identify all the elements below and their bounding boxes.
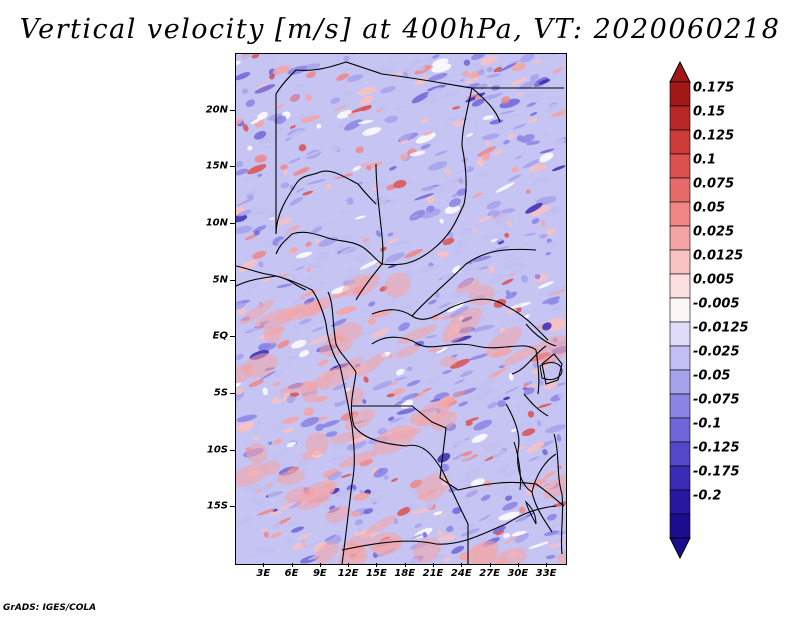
lat-tick-label: 15S <box>206 500 228 512</box>
map-panel <box>235 53 567 565</box>
lat-tick-label: 10S <box>206 444 228 456</box>
lat-tick <box>230 506 235 508</box>
lat-tick <box>230 109 235 111</box>
lon-tick <box>433 563 434 567</box>
lon-tick-label: 24E <box>450 568 472 579</box>
coastline <box>236 265 355 564</box>
lon-tick-label: 6E <box>284 568 299 579</box>
colorbar-level-label: 0.05 <box>693 200 726 216</box>
lon-tick-label: 27E <box>479 568 500 579</box>
lon-tick-label: 12E <box>337 568 359 579</box>
lat-tick <box>230 449 235 451</box>
lon-tick <box>291 563 293 567</box>
colorbar-top-arrow <box>669 60 691 83</box>
colorbar-box <box>669 489 691 515</box>
lon-tick-label: 9E <box>312 568 327 579</box>
lon-tick-label: 33E <box>535 568 557 579</box>
colorbar-box <box>669 321 691 347</box>
colorbar-box <box>669 465 691 491</box>
grads-credit: GrADS: IGES/COLA <box>3 603 97 613</box>
lat-tick-label: 10N <box>205 217 228 229</box>
colorbar-box <box>669 513 691 539</box>
colorbar-level-label: -0.005 <box>693 296 740 312</box>
colorbar <box>669 60 691 560</box>
lon-tick <box>376 563 378 567</box>
colorbar-level-label: -0.125 <box>693 440 740 456</box>
lake-outlines <box>513 362 563 525</box>
colorbar-box <box>669 369 691 395</box>
colorbar-level-label: 0.1 <box>693 152 717 168</box>
vertical-velocity-field <box>236 54 566 564</box>
colorbar-box <box>669 105 691 131</box>
colorbar-box <box>669 441 691 467</box>
colorbar-box <box>669 81 691 107</box>
colorbar-level-label: -0.075 <box>693 392 740 408</box>
colorbar-level-label: -0.0125 <box>693 320 749 336</box>
lon-tick-label: 18E <box>394 568 416 579</box>
lat-tick-label: 20N <box>205 104 228 116</box>
lon-tick <box>461 563 463 567</box>
lat-tick <box>230 223 235 224</box>
colorbar-box <box>669 417 691 443</box>
lat-tick <box>230 166 235 168</box>
colorbar-level-label: -0.1 <box>693 416 722 432</box>
colorbar-level-label: -0.025 <box>693 344 740 360</box>
colorbar-box <box>669 225 691 251</box>
colorbar-box <box>669 177 691 203</box>
colorbar-level-label: 0.175 <box>693 80 735 96</box>
lon-tick <box>489 563 491 567</box>
colorbar-level-label: 0.075 <box>693 176 735 192</box>
lon-tick <box>517 563 519 567</box>
colorbar-level-label: 0.15 <box>693 104 726 120</box>
lat-tick-label: 15N <box>205 160 228 172</box>
colorbar-level-label: 0.025 <box>693 224 735 240</box>
lat-tick <box>230 336 235 338</box>
colorbar-box <box>669 393 691 419</box>
colorbar-bottom-arrow <box>669 537 691 560</box>
colorbar-level-label: -0.2 <box>693 488 722 504</box>
lat-tick-label: 5S <box>213 387 228 399</box>
lon-tick <box>263 563 265 567</box>
colorbar-level-label: -0.05 <box>693 368 731 384</box>
colorbar-level-label: 0.125 <box>693 128 735 144</box>
lon-tick <box>319 563 321 567</box>
lat-tick-label: 5N <box>212 274 228 286</box>
lon-tick <box>348 563 350 567</box>
colorbar-box <box>669 201 691 227</box>
colorbar-box <box>669 129 691 155</box>
lat-tick <box>230 393 235 394</box>
lon-tick-label: 21E <box>422 568 444 579</box>
lat-tick <box>230 279 235 281</box>
colorbar-box <box>669 273 691 299</box>
lon-tick-label: 30E <box>507 568 529 579</box>
lon-tick-label: 15E <box>366 568 387 579</box>
colorbar-box <box>669 297 691 323</box>
colorbar-box <box>669 345 691 371</box>
colorbar-level-label: 0.0125 <box>693 248 744 264</box>
lon-tick <box>546 563 548 567</box>
lat-tick-label: EQ <box>212 330 228 342</box>
colorbar-box <box>669 249 691 275</box>
colorbar-level-label: 0.005 <box>693 272 735 288</box>
lon-tick-label: 3E <box>256 568 271 579</box>
lon-tick <box>404 563 406 567</box>
plot-title: Vertical velocity [m/s] at 400hPa, VT: 2… <box>19 14 781 45</box>
colorbar-level-label: -0.175 <box>693 464 740 480</box>
colorbar-box <box>669 153 691 179</box>
